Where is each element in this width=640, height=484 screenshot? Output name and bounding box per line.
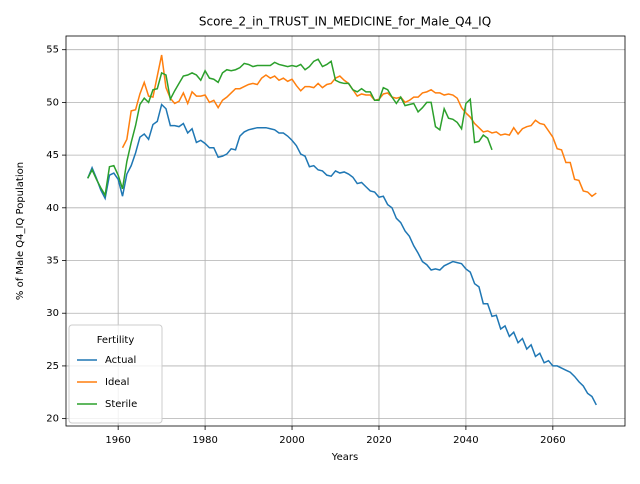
x-tick-label: 1980	[192, 435, 217, 446]
data-line	[87, 58, 493, 198]
data-line	[121, 54, 597, 198]
legend-label: Actual	[105, 355, 136, 366]
legend-label: Sterile	[105, 399, 137, 410]
legend: Fertility Actual Ideal Sterile	[68, 324, 163, 424]
data-line	[87, 103, 597, 406]
y-tick-label: 25	[46, 361, 59, 372]
chart-title: Score_2_in_TRUST_IN_MEDICINE_for_Male_Q4…	[199, 15, 491, 29]
legend-title: Fertility	[97, 335, 135, 346]
y-tick-label: 55	[46, 45, 59, 56]
x-tick-label: 2040	[453, 435, 478, 446]
y-tick-label: 20	[46, 414, 59, 425]
x-tick-label: 1960	[105, 435, 130, 446]
y-axis-label: % of Male Q4_IQ Population	[15, 162, 26, 300]
x-axis-label: Years	[331, 452, 358, 463]
x-tick-label: 2020	[366, 435, 391, 446]
y-tick-label: 40	[46, 203, 59, 214]
y-tick-label: 45	[46, 150, 59, 161]
x-tick-label: 2000	[279, 435, 304, 446]
y-tick-label: 50	[46, 97, 59, 108]
x-tick-label: 2060	[540, 435, 565, 446]
y-tick-label: 30	[46, 308, 59, 319]
legend-label: Ideal	[105, 377, 129, 388]
y-tick-label: 35	[46, 256, 59, 267]
legend-box	[68, 324, 163, 424]
plot-frame	[65, 35, 626, 427]
